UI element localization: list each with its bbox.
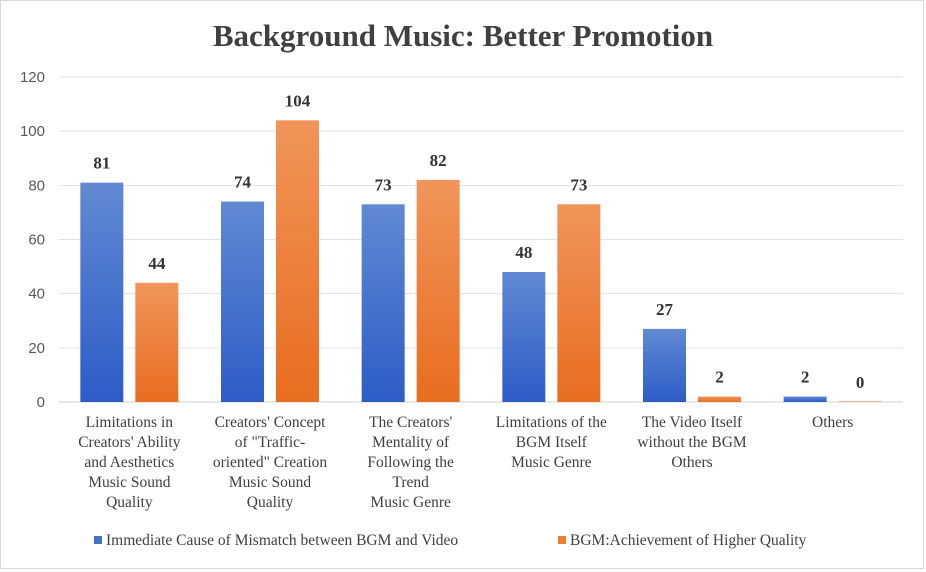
y-tick-label: 40 (28, 286, 45, 303)
bar-series-1 (361, 204, 405, 402)
data-label: 0 (856, 373, 865, 392)
category-label: Others (812, 414, 853, 431)
y-tick-label: 120 (20, 69, 45, 86)
bar-series-1 (783, 396, 827, 402)
category-label: Creators' Concept of "Traffic-oriented" C… (213, 414, 328, 511)
bar-series-2 (698, 396, 741, 402)
legend-swatch (94, 536, 102, 544)
category-label: The Video Itself without the BGM Others (637, 414, 747, 471)
bar-series-2 (276, 120, 319, 402)
legend-label: BGM:Achievement of Higher Quality (570, 532, 807, 549)
data-label: 2 (715, 368, 724, 387)
bars (80, 120, 882, 402)
y-tick-label: 100 (20, 123, 45, 140)
data-labels: 81 44 74 104 73 82 48 73 27 2 2 0 (93, 91, 864, 392)
bar-series-1 (80, 182, 124, 402)
y-tick-label: 20 (28, 340, 45, 357)
bar-series-2 (838, 401, 882, 402)
data-label: 74 (234, 173, 252, 192)
data-label: 2 (801, 368, 810, 387)
bar-series-1 (221, 201, 264, 402)
bar-series-2 (416, 179, 460, 402)
bar-series-2 (557, 204, 601, 402)
data-label: 81 (93, 154, 110, 173)
bar-series-2 (135, 282, 179, 402)
x-axis-categories: Limitations in Creators' Ability and Aesth… (78, 414, 853, 511)
y-tick-label: 0 (37, 394, 45, 411)
bar-series-1 (643, 328, 686, 402)
category-label: Limitations in Creators' Ability and Aesth… (78, 414, 180, 511)
category-label: The Creators' Mentality of Following the Tr… (367, 414, 454, 511)
y-axis-ticks: 0 20 40 60 80 100 120 (20, 69, 45, 411)
data-label: 48 (515, 243, 532, 262)
chart-title: Background Music: Better Promotion (213, 18, 713, 53)
data-label: 27 (656, 300, 674, 319)
bar-series-1 (502, 272, 546, 402)
gridlines (59, 76, 903, 403)
data-label: 73 (570, 175, 587, 194)
data-label: 44 (148, 254, 166, 273)
y-tick-label: 60 (28, 232, 45, 249)
data-label: 82 (430, 151, 447, 170)
category-label: Limitations of the BGM Itself Music Genre (496, 414, 607, 471)
legend: Immediate Cause of Mismatch between BGM … (94, 532, 807, 549)
legend-label: Immediate Cause of Mismatch between BGM … (106, 532, 458, 549)
legend-swatch (558, 536, 566, 544)
data-label: 73 (375, 175, 392, 194)
y-tick-label: 80 (28, 177, 45, 194)
data-label: 104 (285, 91, 311, 110)
